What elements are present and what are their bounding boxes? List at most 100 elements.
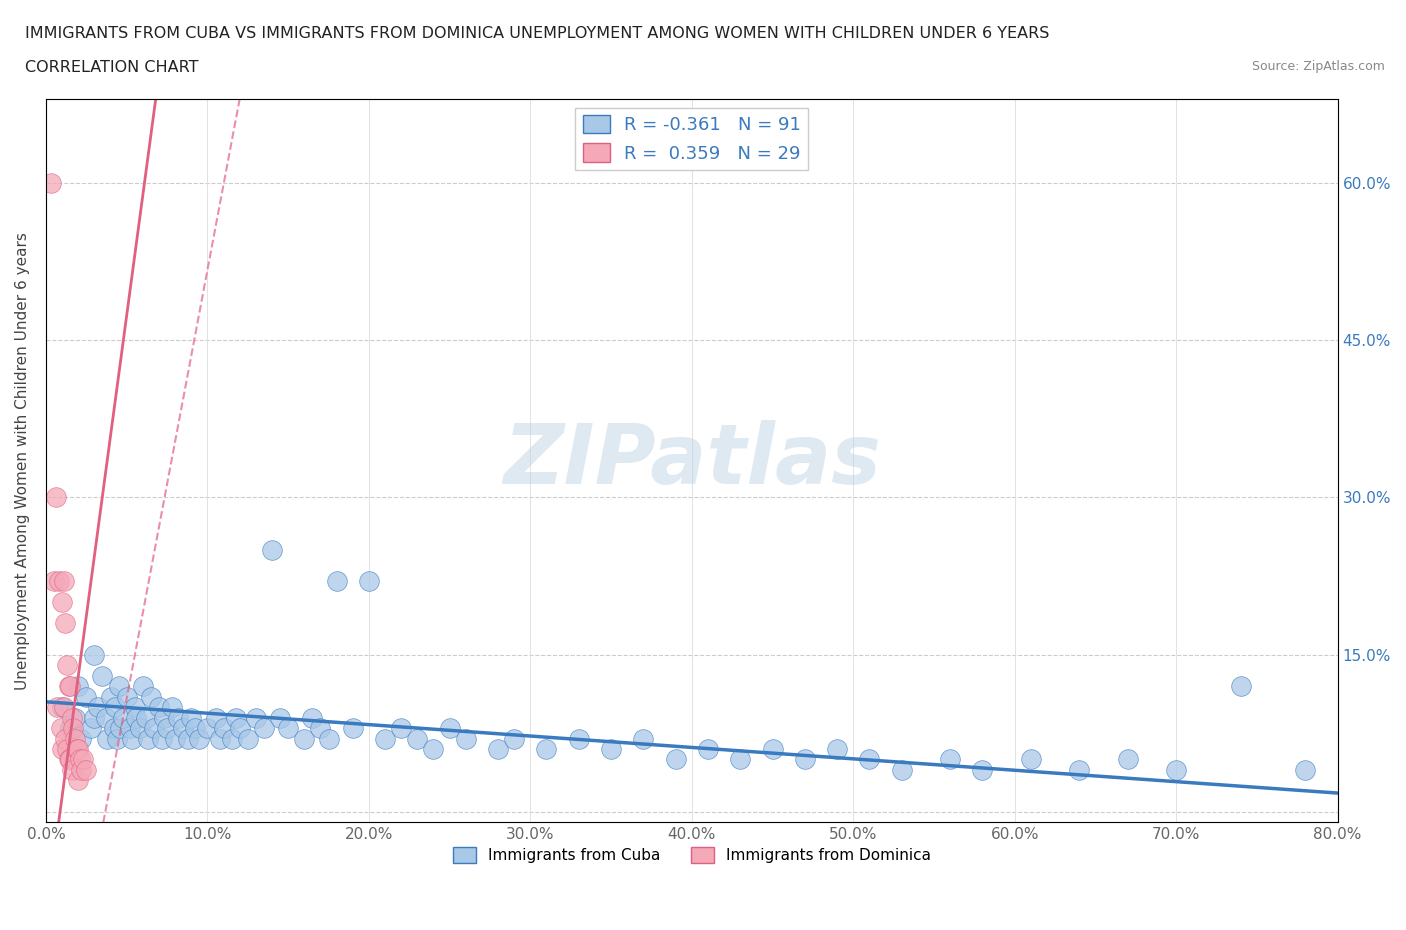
Point bbox=[245, 711, 267, 725]
Point bbox=[45, 490, 67, 505]
Point bbox=[115, 689, 138, 704]
Point bbox=[96, 731, 118, 746]
Point bbox=[1116, 752, 1139, 767]
Point bbox=[118, 721, 141, 736]
Point bbox=[52, 574, 75, 589]
Point bbox=[69, 752, 91, 767]
Point bbox=[83, 711, 105, 725]
Point bbox=[72, 752, 94, 767]
Point bbox=[260, 542, 283, 557]
Point bbox=[172, 721, 194, 736]
Point bbox=[357, 574, 380, 589]
Point bbox=[204, 711, 226, 725]
Point bbox=[135, 711, 157, 725]
Point bbox=[183, 721, 205, 736]
Point bbox=[67, 741, 90, 756]
Point bbox=[60, 763, 83, 777]
Point bbox=[112, 711, 135, 725]
Point bbox=[91, 668, 114, 683]
Point bbox=[107, 679, 129, 694]
Point bbox=[188, 731, 211, 746]
Point bbox=[59, 679, 82, 694]
Point bbox=[389, 721, 412, 736]
Point bbox=[325, 574, 347, 589]
Point bbox=[67, 679, 90, 694]
Point bbox=[309, 721, 332, 736]
Point bbox=[124, 699, 146, 714]
Point bbox=[42, 574, 65, 589]
Text: CORRELATION CHART: CORRELATION CHART bbox=[25, 60, 198, 75]
Point bbox=[53, 616, 76, 631]
Point bbox=[1019, 752, 1042, 767]
Point bbox=[318, 731, 340, 746]
Point bbox=[697, 741, 720, 756]
Point bbox=[52, 699, 75, 714]
Point bbox=[1229, 679, 1251, 694]
Point bbox=[221, 731, 243, 746]
Point bbox=[301, 711, 323, 725]
Point bbox=[59, 752, 82, 767]
Point bbox=[51, 699, 73, 714]
Text: IMMIGRANTS FROM CUBA VS IMMIGRANTS FROM DOMINICA UNEMPLOYMENT AMONG WOMEN WITH C: IMMIGRANTS FROM CUBA VS IMMIGRANTS FROM … bbox=[25, 26, 1050, 41]
Point bbox=[793, 752, 815, 767]
Legend: Immigrants from Cuba, Immigrants from Dominica: Immigrants from Cuba, Immigrants from Do… bbox=[447, 841, 936, 869]
Point bbox=[128, 721, 150, 736]
Point bbox=[228, 721, 250, 736]
Point bbox=[292, 731, 315, 746]
Point bbox=[104, 699, 127, 714]
Point bbox=[103, 721, 125, 736]
Point bbox=[148, 699, 170, 714]
Point bbox=[1069, 763, 1091, 777]
Point bbox=[63, 711, 86, 725]
Text: ZIPatlas: ZIPatlas bbox=[503, 420, 880, 501]
Point bbox=[536, 741, 558, 756]
Point bbox=[110, 721, 132, 736]
Point bbox=[342, 721, 364, 736]
Point bbox=[105, 731, 128, 746]
Point bbox=[939, 752, 962, 767]
Point bbox=[100, 689, 122, 704]
Point bbox=[212, 721, 235, 736]
Point bbox=[209, 731, 232, 746]
Point bbox=[177, 731, 200, 746]
Y-axis label: Unemployment Among Women with Children Under 6 years: Unemployment Among Women with Children U… bbox=[15, 232, 30, 689]
Point bbox=[70, 731, 93, 746]
Point bbox=[600, 741, 623, 756]
Point bbox=[66, 741, 89, 756]
Point bbox=[48, 574, 70, 589]
Point bbox=[253, 721, 276, 736]
Text: Source: ZipAtlas.com: Source: ZipAtlas.com bbox=[1251, 60, 1385, 73]
Point bbox=[454, 731, 477, 746]
Point bbox=[1166, 763, 1188, 777]
Point bbox=[728, 752, 751, 767]
Point bbox=[269, 711, 291, 725]
Point bbox=[58, 679, 80, 694]
Point bbox=[665, 752, 688, 767]
Point bbox=[56, 741, 79, 756]
Point bbox=[422, 741, 444, 756]
Point bbox=[70, 763, 93, 777]
Point bbox=[60, 711, 83, 725]
Point bbox=[39, 175, 62, 190]
Point bbox=[132, 679, 155, 694]
Point bbox=[503, 731, 526, 746]
Point bbox=[59, 721, 82, 736]
Point bbox=[51, 741, 73, 756]
Point bbox=[890, 763, 912, 777]
Point bbox=[1294, 763, 1316, 777]
Point bbox=[75, 763, 97, 777]
Point bbox=[56, 658, 79, 672]
Point bbox=[62, 721, 84, 736]
Point bbox=[180, 711, 202, 725]
Point bbox=[58, 752, 80, 767]
Point bbox=[277, 721, 299, 736]
Point bbox=[160, 699, 183, 714]
Point bbox=[167, 711, 190, 725]
Point bbox=[49, 721, 72, 736]
Point bbox=[225, 711, 247, 725]
Point bbox=[153, 711, 176, 725]
Point bbox=[83, 647, 105, 662]
Point bbox=[75, 689, 97, 704]
Point bbox=[125, 711, 148, 725]
Point bbox=[139, 689, 162, 704]
